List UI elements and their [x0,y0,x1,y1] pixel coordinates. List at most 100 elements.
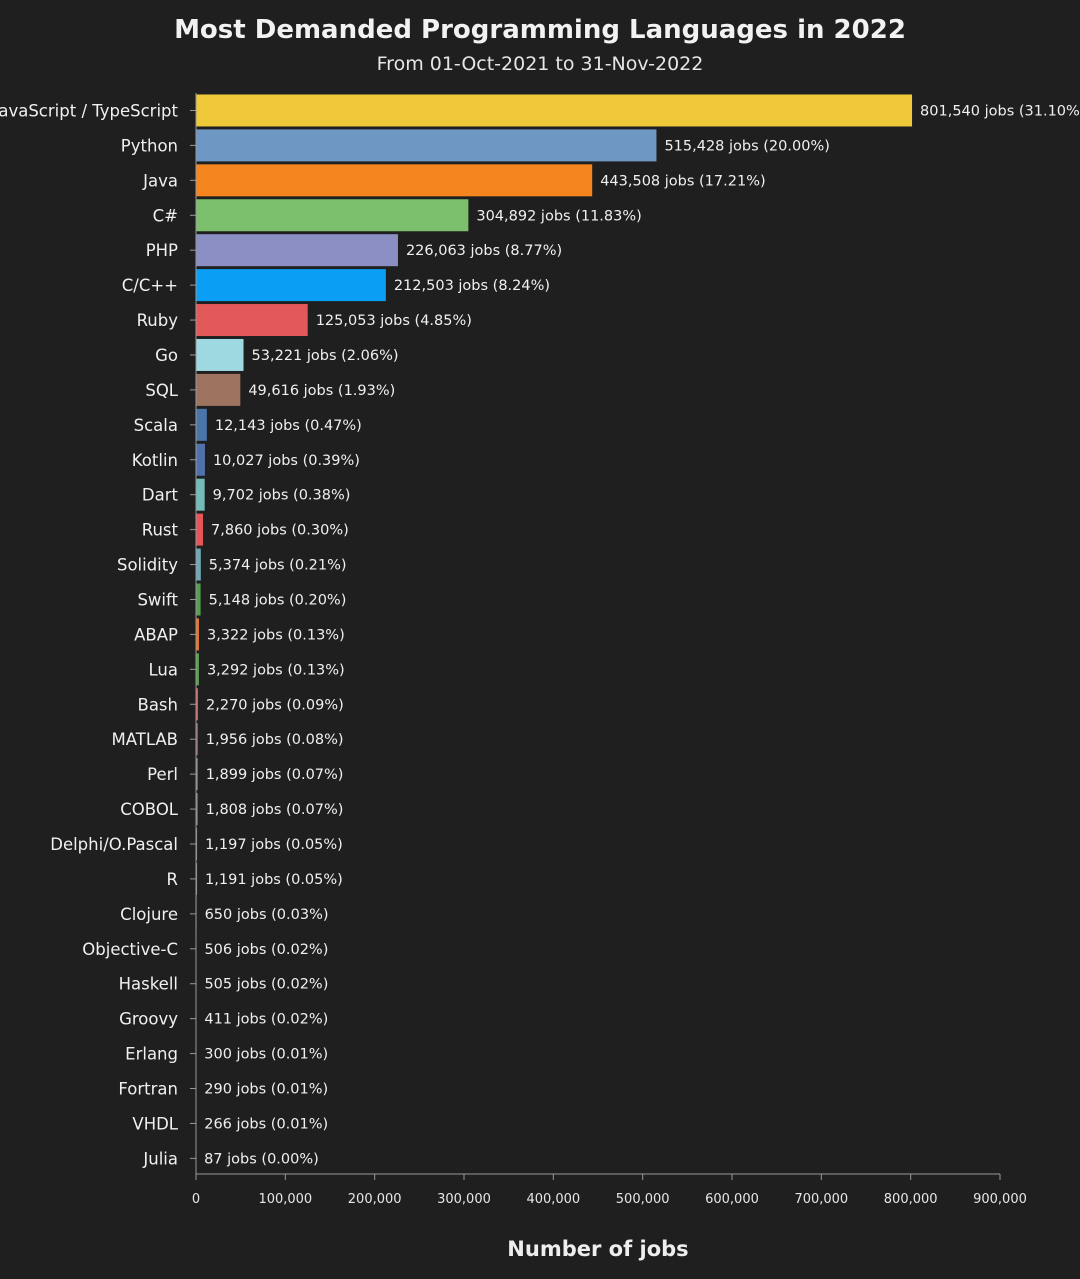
category-label-1: Python [121,136,178,155]
value-label-27: 300 jobs (0.01%) [204,1047,328,1063]
value-label-0: 801,540 jobs (31.10%) [920,103,1080,119]
category-label-16: Lua [149,660,178,679]
x-tick-label-1: 100,000 [258,1192,312,1207]
category-label-30: Julia [142,1149,178,1168]
category-label-14: Swift [137,590,178,609]
category-label-15: ABAP [134,625,178,644]
category-label-4: PHP [146,241,178,260]
bar-5 [196,269,386,302]
value-label-20: 1,808 jobs (0.07%) [206,802,344,818]
category-label-21: Delphi/O.Pascal [50,835,178,854]
value-label-16: 3,292 jobs (0.13%) [207,662,345,678]
bar-7 [196,338,244,371]
value-label-4: 226,063 jobs (8.77%) [406,243,562,259]
category-label-5: C/C++ [122,276,178,295]
category-label-29: VHDL [132,1114,178,1133]
value-label-6: 125,053 jobs (4.85%) [316,313,472,329]
category-label-27: Erlang [125,1045,178,1064]
x-tick-label-4: 400,000 [526,1192,580,1207]
value-label-2: 443,508 jobs (17.21%) [600,173,765,189]
bar-22 [196,862,198,895]
category-label-26: Groovy [119,1010,178,1029]
value-label-1: 515,428 jobs (20.00%) [664,138,829,154]
x-axis-label: Number of jobs [507,1237,688,1261]
value-label-29: 266 jobs (0.01%) [204,1116,328,1132]
bar-21 [196,828,198,860]
bars-group: 801,540 jobs (31.10%) 515,428 jobs (20.00… [196,94,1080,1175]
value-label-11: 9,702 jobs (0.38%) [213,488,351,504]
value-label-22: 1,191 jobs (0.05%) [205,872,343,888]
x-tick-label-6: 600,000 [705,1192,759,1207]
bar-12 [196,513,204,546]
value-label-12: 7,860 jobs (0.30%) [211,523,349,539]
y-axis: JavaScript / TypeScript Python Java C# PHP C/… [0,93,197,1174]
value-label-25: 505 jobs (0.02%) [204,977,328,993]
value-label-23: 650 jobs (0.03%) [205,907,329,923]
value-label-15: 3,322 jobs (0.13%) [207,627,345,643]
value-label-14: 5,148 jobs (0.20%) [209,592,347,608]
value-label-26: 411 jobs (0.02%) [204,1012,328,1028]
category-label-22: R [167,870,178,889]
chart-subtitle: From 01-Oct-2021 to 31-Nov-2022 [377,53,704,75]
bar-4 [196,234,398,267]
value-label-24: 506 jobs (0.02%) [204,942,328,958]
x-axis: 0 100,000 200,000 300,000 400,000 500,000 600,… [192,1173,1027,1207]
bar-10 [196,443,205,476]
value-label-10: 10,027 jobs (0.39%) [213,453,360,469]
bar-11 [196,478,205,511]
category-label-11: Dart [142,486,179,505]
category-label-13: Solidity [117,556,178,575]
bar-3 [196,199,469,232]
bar-14 [196,583,201,616]
x-tick-label-8: 800,000 [884,1192,938,1207]
bar-9 [196,408,207,441]
value-label-7: 53,221 jobs (2.06%) [252,348,399,364]
category-label-20: COBOL [120,800,179,819]
category-label-28: Fortran [118,1080,178,1099]
bar-18 [196,723,198,756]
category-label-3: C# [153,206,178,225]
value-label-21: 1,197 jobs (0.05%) [205,837,343,853]
x-tick-label-2: 200,000 [348,1192,402,1207]
bar-2 [196,164,593,197]
category-label-8: SQL [145,381,178,400]
value-label-19: 1,899 jobs (0.07%) [206,767,344,783]
category-label-25: Haskell [119,975,178,994]
value-label-13: 5,374 jobs (0.21%) [209,558,347,574]
bar-17 [196,688,199,721]
category-label-7: Go [155,346,178,365]
bar-16 [196,653,199,686]
value-label-8: 49,616 jobs (1.93%) [248,383,395,399]
value-label-30: 87 jobs (0.00%) [204,1151,319,1167]
x-tick-label-9: 900,000 [973,1192,1027,1207]
bar-20 [196,793,198,826]
category-label-9: Scala [134,416,178,435]
category-label-19: Perl [147,765,178,784]
value-label-9: 12,143 jobs (0.47%) [215,418,362,434]
bar-8 [196,373,241,406]
bar-1 [196,129,657,162]
category-label-6: Ruby [137,311,179,330]
bar-6 [196,304,308,337]
category-label-0: JavaScript / TypeScript [0,101,179,120]
category-label-10: Kotlin [132,451,178,470]
bar-0 [196,94,913,127]
value-label-17: 2,270 jobs (0.09%) [206,697,344,713]
value-label-18: 1,956 jobs (0.08%) [206,732,344,748]
category-label-17: Bash [138,695,179,714]
value-label-3: 304,892 jobs (11.83%) [476,208,641,224]
x-tick-label-5: 500,000 [616,1192,670,1207]
category-label-24: Objective-C [82,940,178,959]
x-tick-label-7: 700,000 [794,1192,848,1207]
category-label-23: Clojure [120,905,178,924]
category-label-2: Java [142,171,178,190]
x-tick-label-0: 0 [192,1192,200,1207]
chart-title: Most Demanded Programming Languages in 2… [174,15,906,45]
category-label-12: Rust [142,521,179,540]
bar-19 [196,758,198,791]
category-label-18: MATLAB [112,730,179,749]
value-label-5: 212,503 jobs (8.24%) [394,278,550,294]
value-label-28: 290 jobs (0.01%) [204,1082,328,1098]
bar-15 [196,618,199,651]
